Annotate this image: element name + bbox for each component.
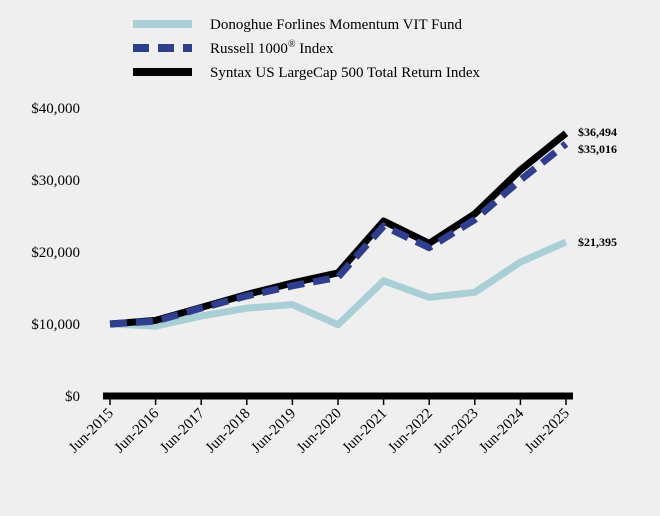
- series-line-1: [109, 238, 568, 330]
- x-tick-label: Jun-2019: [248, 406, 299, 457]
- x-tick-label: Jun-2016: [112, 405, 163, 456]
- x-tick-label: Jun-2022: [385, 406, 436, 457]
- end-labels: $21,395 $35,016 $36,494: [578, 125, 617, 249]
- end-value-label-2: $35,016: [578, 142, 617, 156]
- y-axis: $0 $10,000 $20,000 $30,000 $40,000: [31, 101, 80, 405]
- x-tick-label: Jun-2015: [66, 406, 117, 457]
- y-tick-label: $30,000: [31, 173, 80, 189]
- y-tick-label: $0: [65, 389, 80, 405]
- series-line-3: [109, 130, 569, 328]
- end-value-label-3: $36,494: [578, 125, 617, 139]
- x-tick-label: Jun-2017: [157, 405, 208, 456]
- x-tick-label: Jun-2021: [340, 406, 391, 457]
- legend-label-2: Russell 1000® Index: [210, 39, 334, 57]
- y-tick-label: $10,000: [31, 317, 80, 333]
- y-tick-label: $20,000: [31, 245, 80, 261]
- x-tick-label: Jun-2020: [294, 406, 345, 457]
- series-layer: [109, 130, 569, 330]
- x-tick-label: Jun-2023: [431, 406, 482, 457]
- legend-label-1: Donoghue Forlines Momentum VIT Fund: [210, 17, 462, 33]
- x-tick-label: Jun-2024: [476, 405, 527, 456]
- x-tick-label: Jun-2025: [522, 406, 573, 457]
- y-tick-label: $40,000: [31, 101, 80, 117]
- series-line-2: [109, 141, 569, 328]
- x-axis: Jun-2015Jun-2016Jun-2017Jun-2018Jun-2019…: [66, 392, 573, 457]
- end-value-label-1: $21,395: [578, 235, 617, 249]
- legend: Donoghue Forlines Momentum VIT Fund Russe…: [133, 17, 481, 81]
- legend-label-3: Syntax US LargeCap 500 Total Return Inde…: [210, 65, 481, 81]
- x-tick-label: Jun-2018: [203, 406, 254, 457]
